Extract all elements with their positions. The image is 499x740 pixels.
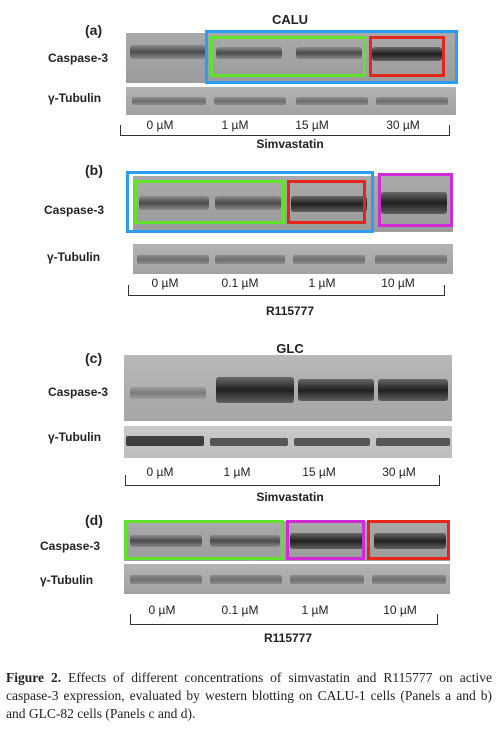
panel-c-axis-title: Simvastatin <box>256 490 324 504</box>
panel-d-green-box <box>124 520 284 560</box>
panel-d-lane-1: 0 µM <box>148 603 176 617</box>
panel-a-title: CALU <box>271 12 309 27</box>
panel-c-bracket <box>125 475 440 486</box>
panel-d-caspase-label: Caspase-3 <box>40 539 101 553</box>
figure-caption-label: Figure 2. <box>6 670 62 685</box>
panel-a-red-box <box>369 36 445 77</box>
panel-d-tubulin-label: γ-Tubulin <box>40 573 94 587</box>
panel-c-tubulin-label: γ-Tubulin <box>48 430 102 444</box>
panel-d-lane-4: 10 µM <box>383 603 417 617</box>
panel-b-green-box <box>134 180 285 224</box>
panel-d-letter: (d) <box>85 512 103 528</box>
panel-d-axis-title: R115777 <box>263 631 313 645</box>
panel-a-tubulin-label: γ-Tubulin <box>48 91 102 105</box>
panel-b-red-box <box>287 180 366 224</box>
panel-b-lane-3: 1 µM <box>308 276 336 290</box>
figure-caption: Figure 2. Effects of different concentra… <box>6 669 492 723</box>
panel-a-tubulin-blot <box>126 87 456 115</box>
panel-d-red-box <box>367 520 450 560</box>
panel-a-lane-2: 1 µM <box>221 118 249 132</box>
panel-b-bracket <box>128 285 445 296</box>
panel-d-tubulin-blot <box>124 564 450 594</box>
panel-c-lane-1: 0 µM <box>146 465 174 479</box>
panel-d-bracket <box>130 614 438 625</box>
panel-a-lane-4: 30 µM <box>386 118 420 132</box>
panel-c-lane-4: 30 µM <box>382 465 416 479</box>
panel-d-magenta-box <box>286 520 365 560</box>
panel-b-lane-1: 0 µM <box>151 276 179 290</box>
panel-b-lane-2: 0.1 µM <box>221 276 259 290</box>
panel-d-lane-2: 0.1 µM <box>221 603 259 617</box>
panel-d-lane-3: 1 µM <box>301 603 329 617</box>
panel-a-lane-3: 15 µM <box>295 118 329 132</box>
panel-b-lane-4: 10 µM <box>381 276 415 290</box>
panel-b-tubulin-label: γ-Tubulin <box>47 250 101 264</box>
panel-c-caspase-blot <box>124 355 452 421</box>
panel-c-lane-3: 15 µM <box>302 465 336 479</box>
panel-c-letter: (c) <box>85 350 103 366</box>
panel-b-magenta-box <box>378 173 453 227</box>
figure-caption-text: Effects of different concentrations of s… <box>6 670 493 721</box>
panel-b-letter: (b) <box>85 162 103 178</box>
panel-a-bracket <box>120 125 450 136</box>
panel-b-caspase-label: Caspase-3 <box>44 203 105 217</box>
panel-a-caspase-label: Caspase-3 <box>48 51 109 65</box>
panel-a-lane-1: 0 µM <box>146 118 174 132</box>
panel-c-tubulin-blot <box>124 426 452 458</box>
panel-a-axis-title: Simvastatin <box>256 137 324 151</box>
panel-b-tubulin-blot <box>133 244 453 274</box>
panel-a-green-box <box>210 36 366 77</box>
panel-b-axis-title: R115777 <box>265 304 315 318</box>
panel-b-blue-box <box>126 171 374 233</box>
panel-a-blue-box <box>205 30 458 84</box>
panel-c-title: GLC <box>276 341 304 356</box>
panel-c-caspase-label: Caspase-3 <box>48 385 109 399</box>
panel-c-lane-2: 1 µM <box>223 465 251 479</box>
panel-a-letter: (a) <box>85 22 103 38</box>
